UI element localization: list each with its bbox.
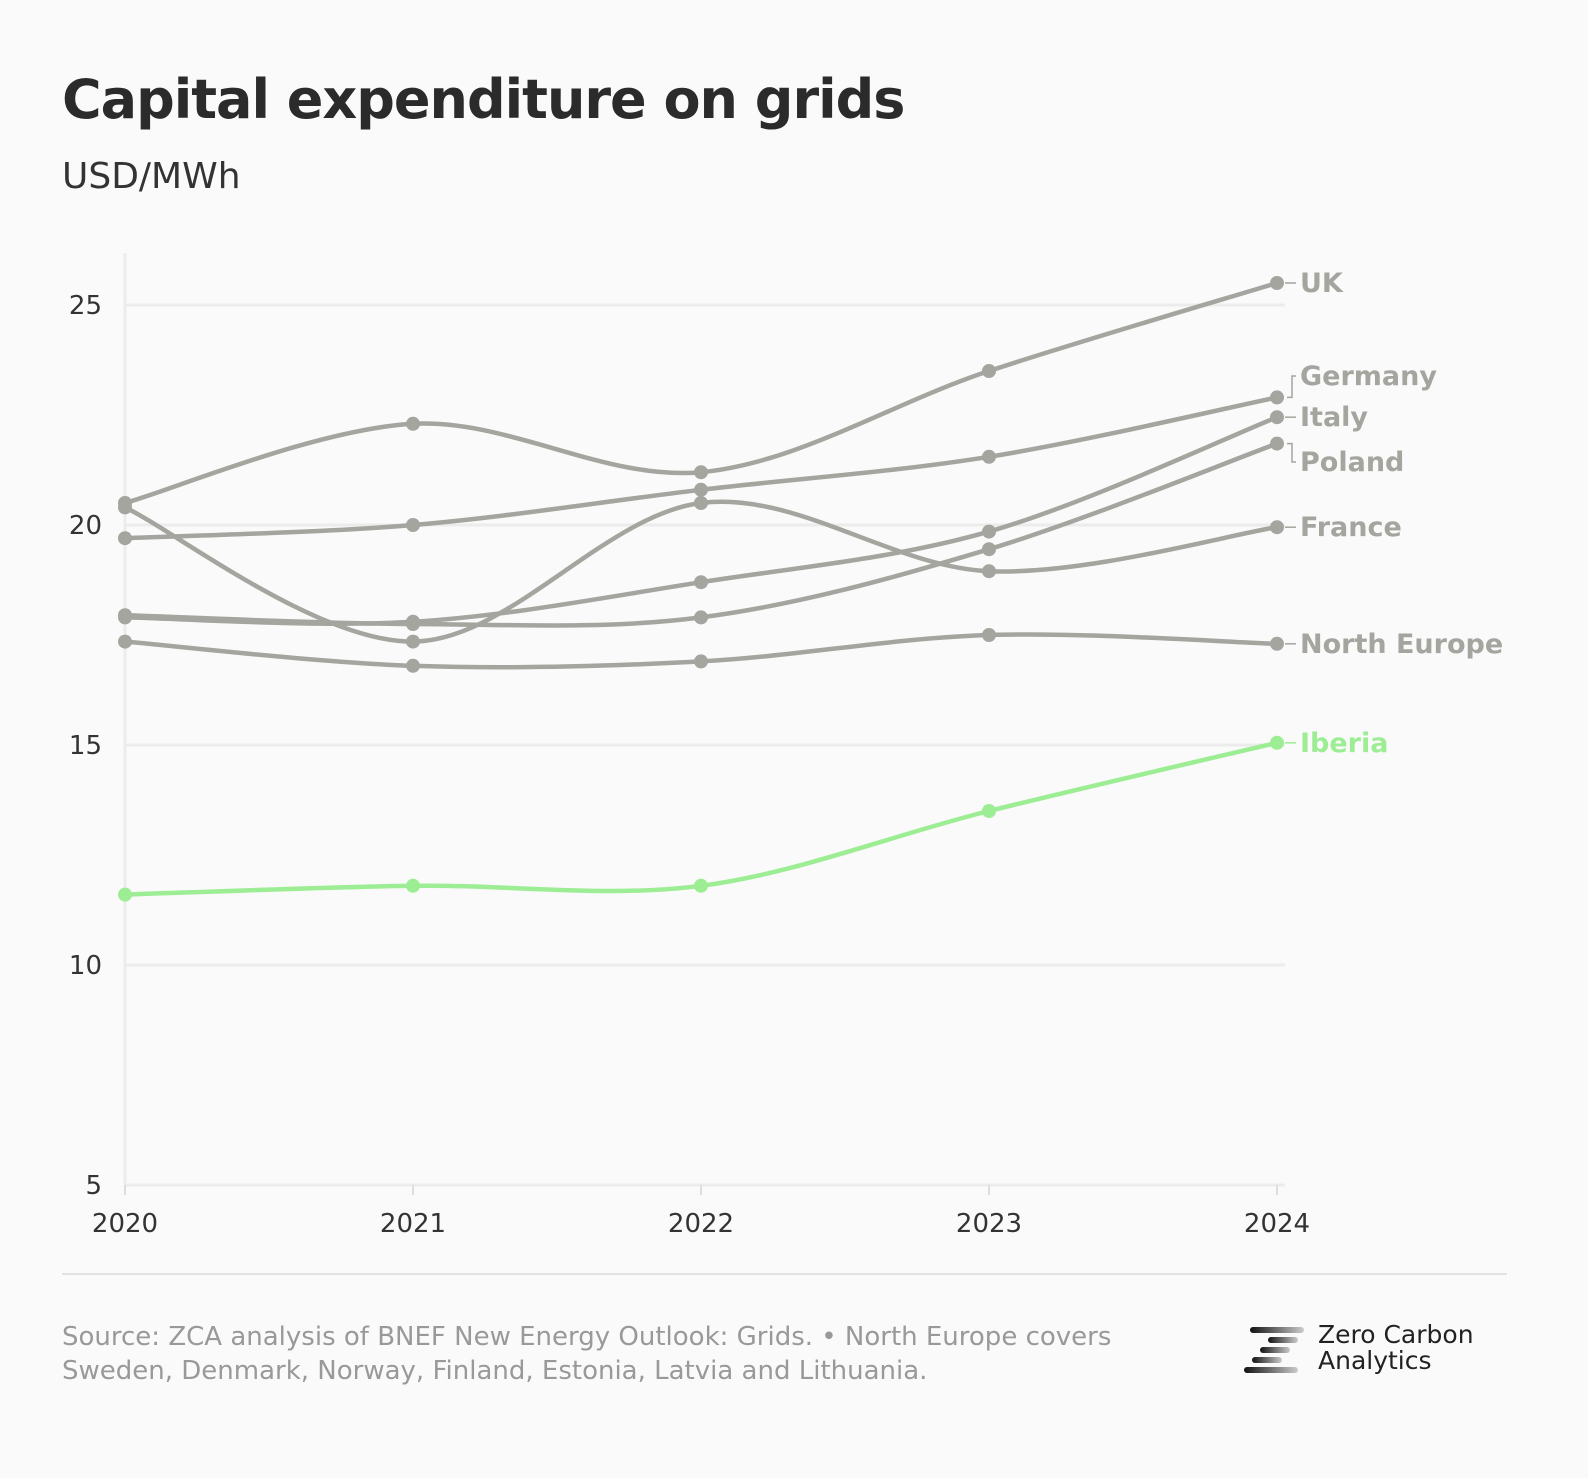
series-label: Iberia (1300, 728, 1388, 759)
series-uk: UK (118, 268, 1344, 510)
data-point (1270, 276, 1284, 290)
logo-text-line-1: Zero Carbon (1318, 1320, 1474, 1349)
data-point (406, 634, 420, 649)
y-tick-label: 25 (69, 291, 102, 321)
data-point (982, 628, 996, 642)
x-tick-label: 2023 (956, 1209, 1022, 1239)
x-tick-label: 2022 (668, 1209, 734, 1239)
x-tick-label: 2024 (1244, 1209, 1310, 1239)
chart-subtitle: USD/MWh (62, 156, 241, 197)
data-point (1270, 410, 1284, 425)
data-point (1270, 636, 1284, 651)
zero-carbon-analytics-logo: Zero Carbon Analytics (1244, 1322, 1474, 1374)
data-point (118, 608, 132, 623)
logo-text: Zero Carbon Analytics (1318, 1322, 1474, 1374)
logo-text-line-2: Analytics (1318, 1346, 1432, 1375)
data-point (694, 575, 708, 590)
data-point (1270, 390, 1284, 405)
data-point (982, 804, 996, 818)
data-point (694, 482, 708, 497)
data-point (406, 617, 420, 631)
data-point (694, 496, 708, 510)
series-france: France (118, 496, 1402, 649)
data-point (694, 465, 708, 480)
series-label: North Europe (1300, 629, 1503, 660)
series-label: France (1300, 512, 1402, 543)
data-point (694, 878, 708, 893)
series-label: UK (1300, 268, 1344, 299)
data-point (406, 518, 420, 532)
data-point (406, 878, 420, 893)
label-connector (1287, 442, 1296, 463)
data-point (406, 416, 420, 431)
chart-title: Capital expenditure on grids (62, 68, 905, 131)
x-tick-label: 2021 (380, 1209, 446, 1239)
data-point (694, 654, 708, 669)
x-tick-label: 2020 (92, 1209, 158, 1239)
series-label: Italy (1300, 402, 1368, 433)
data-point (694, 610, 708, 625)
data-point (1270, 520, 1284, 535)
series-germany: Germany (118, 361, 1437, 546)
footer-divider (62, 1273, 1507, 1275)
data-point (406, 658, 420, 673)
data-point (1270, 436, 1284, 451)
data-point (1270, 735, 1284, 750)
series-north-europe: North Europe (118, 628, 1503, 673)
data-point (982, 524, 996, 539)
data-point (118, 500, 132, 515)
data-point (118, 531, 132, 546)
data-point (982, 542, 996, 557)
data-point (118, 887, 132, 902)
series-iberia: Iberia (118, 728, 1388, 902)
data-point (982, 364, 996, 378)
series-label: Poland (1300, 447, 1404, 478)
zca-logo-icon (1244, 1327, 1304, 1373)
line-chart: 5 10 15 20 25 2020 2021 2022 2023 2024 UK Germany It… (69, 253, 1503, 1239)
source-note: Source: ZCA analysis of BNEF New Energy … (62, 1322, 1112, 1386)
series-poland: Poland (118, 436, 1404, 631)
data-point (118, 634, 132, 649)
series-italy: Italy (118, 402, 1368, 629)
label-connector (1287, 375, 1296, 399)
data-point (982, 564, 996, 579)
data-point (982, 449, 996, 464)
y-tick-label: 10 (69, 951, 102, 981)
series-line (124, 740, 1278, 897)
y-tick-label: 20 (69, 511, 102, 541)
y-tick-label: 15 (69, 731, 102, 761)
y-tick-label: 5 (85, 1171, 102, 1201)
series-label: Germany (1300, 361, 1437, 392)
